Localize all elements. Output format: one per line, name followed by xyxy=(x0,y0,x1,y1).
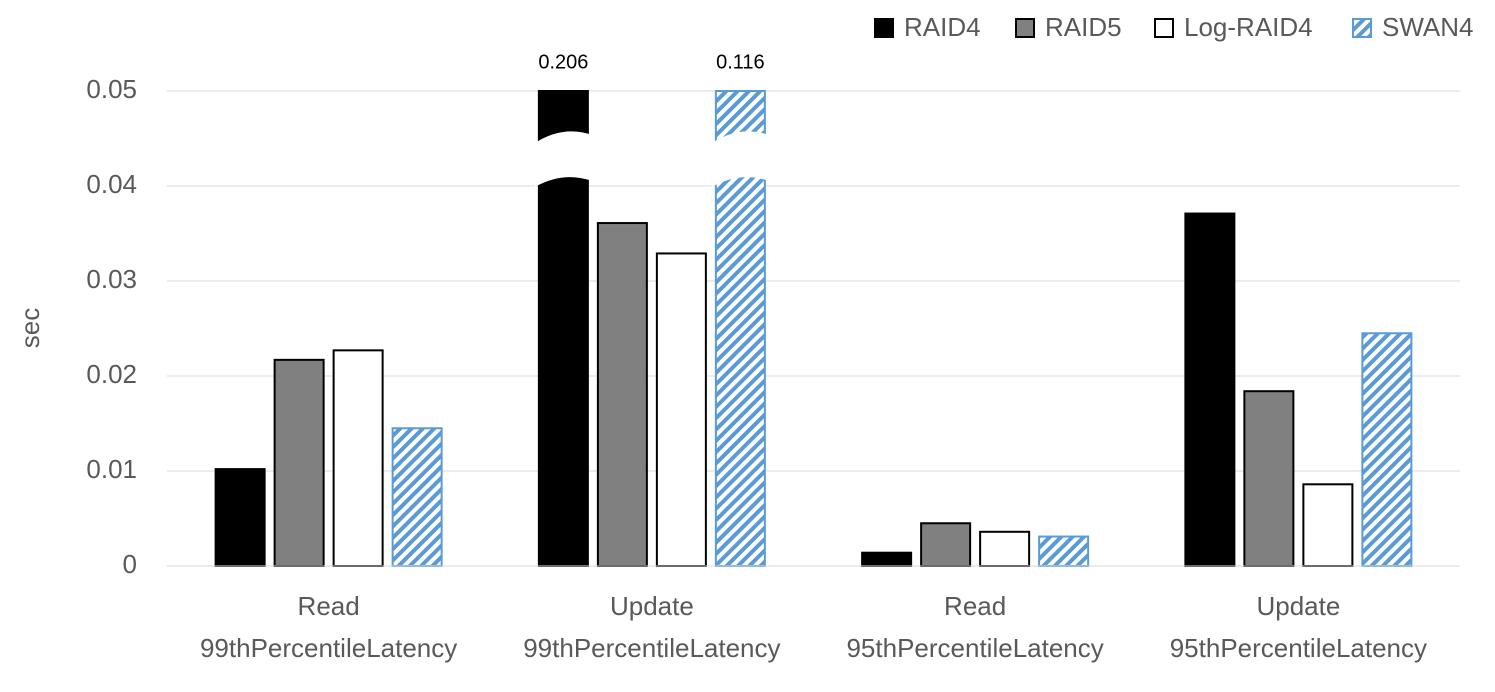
x-tick-label: 99thPercentileLatency xyxy=(200,633,457,663)
bar xyxy=(979,530,1031,567)
y-axis-label: sec xyxy=(15,308,45,348)
axis-break xyxy=(711,131,769,187)
x-tick-label: 99thPercentileLatency xyxy=(523,633,780,663)
bar xyxy=(1302,483,1354,567)
legend-swatch xyxy=(1352,18,1372,38)
legend-swatch xyxy=(874,18,894,38)
legend-label: Log-RAID4 xyxy=(1184,12,1313,42)
x-tick-label: Read xyxy=(944,591,1006,621)
bar xyxy=(332,349,384,567)
bar xyxy=(920,522,972,567)
bar xyxy=(1243,390,1295,568)
bar xyxy=(214,468,266,568)
y-tick-label: 0.03 xyxy=(86,264,137,294)
y-tick-label: 0.01 xyxy=(86,454,137,484)
legend-swatch xyxy=(1154,18,1174,38)
x-tick-label: 95thPercentileLatency xyxy=(1170,633,1427,663)
bar xyxy=(1361,332,1413,567)
y-tick-label: 0.05 xyxy=(86,74,137,104)
y-tick-label: 0 xyxy=(123,549,137,579)
y-tick-label: 0.04 xyxy=(86,169,137,199)
value-label: 0.206 xyxy=(538,51,588,73)
y-tick-label: 0.02 xyxy=(86,359,137,389)
x-tick-label: Read xyxy=(298,591,360,621)
axis-break xyxy=(534,131,592,187)
x-tick-label: Update xyxy=(610,591,694,621)
bar xyxy=(596,222,648,568)
x-tick-label: Update xyxy=(1256,591,1340,621)
bar xyxy=(1038,535,1090,567)
bar xyxy=(1184,212,1236,568)
bar xyxy=(273,358,325,567)
legend-swatch xyxy=(1015,18,1035,38)
bar xyxy=(391,427,443,567)
x-tick-label: 95thPercentileLatency xyxy=(846,633,1103,663)
legend-label: SWAN4 xyxy=(1382,12,1474,42)
legend-label: RAID4 xyxy=(904,12,981,42)
legend-label: RAID5 xyxy=(1045,12,1122,42)
bar xyxy=(655,252,707,567)
value-label: 0.116 xyxy=(716,51,765,73)
bar xyxy=(861,551,913,568)
